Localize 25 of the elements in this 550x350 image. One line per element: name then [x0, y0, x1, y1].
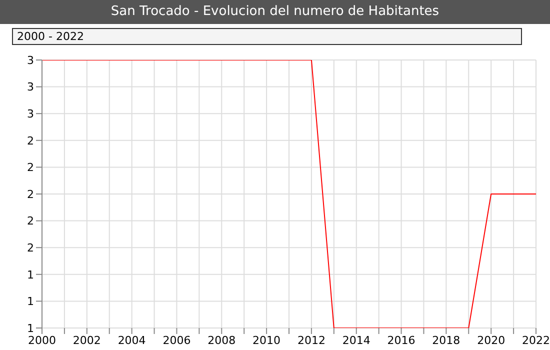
x-tick-label: 2008: [208, 334, 236, 347]
y-tick-label: 3: [27, 54, 34, 67]
y-tick-label: 1: [27, 295, 34, 308]
y-tick-label: 3: [27, 80, 34, 94]
y-tick-label: 2: [27, 161, 34, 174]
x-tick-label: 2014: [342, 334, 370, 347]
x-tick-label: 2018: [432, 334, 460, 347]
x-tick-label: 2004: [118, 334, 146, 347]
y-tick-label: 2: [27, 214, 34, 228]
x-tick-label: 2016: [387, 334, 416, 347]
y-tick-label: 1: [27, 322, 34, 335]
x-tick-label: 2002: [72, 334, 101, 347]
x-tick-label: 2012: [297, 334, 326, 347]
chart-title: San Trocado - Evolucion del numero de Habitantes: [0, 0, 550, 24]
y-tick-label: 2: [27, 188, 34, 201]
x-tick-label: 2020: [477, 334, 506, 347]
x-tick-label: 2000: [28, 334, 56, 347]
y-tick-label: 3: [27, 108, 34, 121]
y-tick-label: 2: [27, 242, 34, 255]
y-tick-label: 1: [27, 268, 34, 282]
x-tick-label: 2006: [162, 334, 191, 347]
x-tick-label: 2022: [522, 334, 550, 347]
y-tick-label: 2: [27, 134, 34, 148]
x-tick-label: 2010: [252, 334, 281, 347]
text: 2000 - 2022: [12, 28, 522, 45]
